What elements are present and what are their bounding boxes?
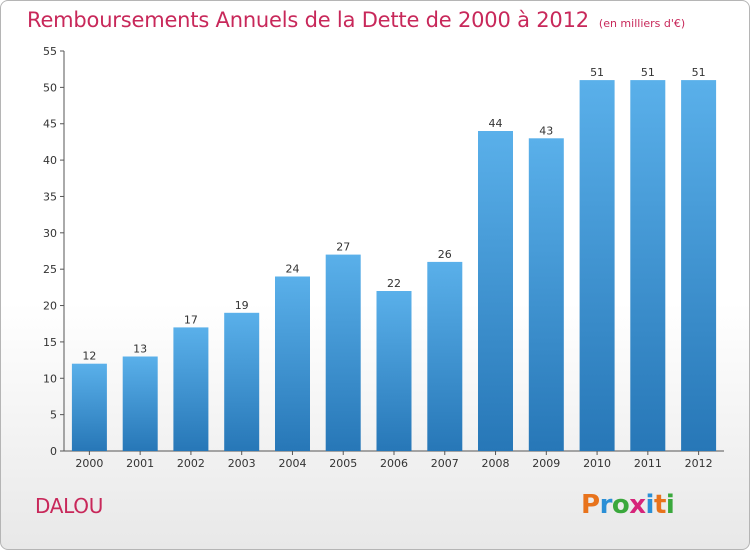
logo-letter: x [629,490,646,520]
x-tick-label: 2011 [634,457,662,470]
logo-letter: i [665,490,675,520]
y-tick-label: 45 [43,118,57,131]
chart-title-block: Remboursements Annuels de la Dette de 20… [27,8,685,32]
bar-2010 [579,80,615,451]
label-layer: 2000 12 2001 13 2002 17 2003 19 2004 24 2005 27 2006… [75,66,712,470]
chart-title: Remboursements Annuels de la Dette de 20… [27,8,589,32]
bar-2000 [71,363,107,451]
x-tick-label: 2007 [431,457,459,470]
data-label: 51 [692,66,706,79]
data-label: 51 [590,66,604,79]
data-label: 17 [184,313,198,326]
logo-letter: r [599,490,613,520]
y-tick-label: 10 [43,372,57,385]
data-label: 26 [438,248,452,261]
y-tick-label: 5 [50,409,57,422]
bar-2001 [122,356,158,451]
proxiti-logo[interactable]: Proxiti [581,490,675,520]
bar-2006 [376,291,412,451]
bar-2003 [224,312,260,451]
y-tick-label: 20 [43,300,57,313]
x-tick-label: 2009 [532,457,560,470]
bar-2007 [427,261,463,451]
bar-2002 [173,327,209,451]
bar-2008 [478,131,513,451]
x-tick-label: 2002 [177,457,205,470]
x-tick-label: 2005 [329,457,357,470]
y-tick-label: 0 [50,445,57,458]
bar-2011 [630,80,666,451]
bar-2005 [325,254,361,451]
x-tick-label: 2006 [380,457,408,470]
data-label: 22 [387,277,401,290]
data-label: 44 [489,117,503,130]
logo-letter: i [645,490,655,520]
x-tick-label: 2000 [75,457,103,470]
x-tick-label: 2003 [228,457,256,470]
x-tick-label: 2008 [482,457,510,470]
y-tick-label: 55 [43,45,57,58]
data-label: 12 [82,350,96,363]
bar-2004 [275,276,310,451]
logo-letter: t [653,490,666,520]
bar-2012 [681,80,717,451]
chart-subtitle: (en milliers d'€) [598,17,686,30]
y-tick-label: 15 [43,336,57,349]
y-tick-label: 30 [43,227,57,240]
bar-2009 [528,138,564,452]
x-tick-label: 2012 [685,457,713,470]
data-label: 24 [285,262,299,275]
place-name: DALOU [35,494,104,518]
data-label: 19 [235,299,249,312]
y-tick-label: 35 [43,190,57,203]
y-tick-label: 50 [43,81,57,94]
logo-letter: P [581,490,600,520]
data-label: 13 [133,342,147,355]
y-tick-label: 25 [43,263,57,276]
data-label: 43 [539,124,553,137]
x-tick-label: 2001 [126,457,154,470]
x-tick-label: 2010 [583,457,611,470]
data-label: 27 [336,241,350,254]
logo-letter: o [611,490,630,520]
data-label: 51 [641,66,655,79]
y-tick-label: 40 [43,154,57,167]
bar-layer [71,80,717,452]
x-tick-label: 2004 [278,457,306,470]
